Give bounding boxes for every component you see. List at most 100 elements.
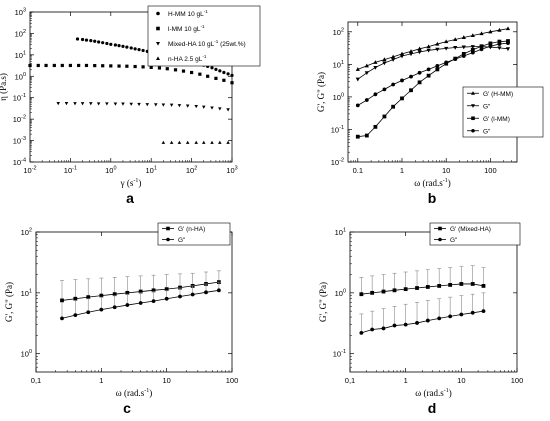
data-point xyxy=(497,42,502,46)
data-point xyxy=(470,33,475,38)
data-point xyxy=(52,63,56,68)
x-axis-label: ω (rad.s-1) xyxy=(116,388,152,398)
plot-frame xyxy=(349,231,518,373)
data-point xyxy=(370,290,375,295)
data-point xyxy=(435,63,440,68)
y-tick-label: 10-4 xyxy=(13,158,26,168)
legend-label: G' (n-HA) xyxy=(178,226,205,233)
data-point xyxy=(488,29,493,34)
data-point xyxy=(204,290,208,295)
data-point xyxy=(214,76,218,80)
y-tick-label: 10-1 xyxy=(13,93,26,103)
data-point xyxy=(373,65,378,70)
data-point xyxy=(481,284,486,288)
data-point xyxy=(391,104,396,109)
y-axis-label: G', G" (Pa) xyxy=(4,282,14,322)
data-point xyxy=(370,327,375,332)
data-point xyxy=(97,40,101,44)
data-point xyxy=(194,104,198,109)
panel-label: a xyxy=(126,190,134,206)
legend-marker xyxy=(156,42,160,46)
data-point xyxy=(461,35,466,39)
data-point xyxy=(364,71,369,76)
x-tick-label: 10 xyxy=(162,376,170,385)
legend-label: G' (H-MM) xyxy=(483,91,513,98)
data-point xyxy=(138,301,143,305)
legend-box xyxy=(462,86,544,138)
data-point xyxy=(181,69,186,73)
x-tick-label: 1 xyxy=(99,376,103,385)
data-point xyxy=(470,45,475,49)
data-point xyxy=(453,37,458,42)
y-tick-label: 10-2 xyxy=(331,158,344,168)
data-point xyxy=(392,323,397,328)
data-point xyxy=(177,140,182,144)
data-point xyxy=(164,296,169,301)
legend-marker xyxy=(166,226,170,231)
data-point xyxy=(470,282,475,286)
series-line xyxy=(357,46,509,80)
data-point xyxy=(112,305,117,310)
legend-label: G" xyxy=(178,237,186,244)
data-point xyxy=(400,78,404,83)
data-point xyxy=(151,288,156,293)
data-point xyxy=(185,140,190,144)
data-point xyxy=(125,64,129,68)
x-tick-label: 100 xyxy=(226,376,239,385)
data-point xyxy=(382,114,387,119)
y-axis-label: η (Pa.s) xyxy=(0,73,8,101)
data-point xyxy=(125,290,130,295)
data-point xyxy=(218,107,222,111)
x-tick-label: 0.1 xyxy=(353,166,363,175)
y-tick-label: 101 xyxy=(333,60,344,70)
panel-label: d xyxy=(428,400,437,416)
data-point xyxy=(391,54,396,59)
data-point xyxy=(444,39,449,44)
data-point xyxy=(64,101,69,106)
data-point xyxy=(84,63,89,68)
legend-marker xyxy=(471,104,475,108)
data-point xyxy=(141,65,145,69)
data-point xyxy=(373,124,378,129)
x-axis-label: ω (rad.s-1) xyxy=(414,178,450,188)
y-tick-label: 101 xyxy=(21,288,32,298)
data-point xyxy=(359,330,364,335)
data-point xyxy=(415,286,419,290)
panel-label: c xyxy=(123,400,131,416)
y-tick-label: 100 xyxy=(333,92,344,102)
data-point xyxy=(161,103,166,107)
x-tick-label: 10 xyxy=(457,376,465,385)
data-point xyxy=(364,133,369,138)
data-point xyxy=(89,102,93,106)
y-tick-label: 102 xyxy=(21,228,32,238)
data-point xyxy=(99,307,104,312)
x-tick-label: 10-1 xyxy=(64,166,77,176)
x-tick-label: 0,1 xyxy=(345,376,355,385)
data-point xyxy=(409,74,413,79)
data-point xyxy=(409,88,413,93)
data-point xyxy=(60,63,64,68)
data-point xyxy=(470,310,475,315)
data-point xyxy=(96,102,101,106)
data-point xyxy=(417,70,422,75)
y-tick-label: 100 xyxy=(335,288,346,298)
data-point xyxy=(355,103,360,108)
data-point xyxy=(391,82,396,87)
y-tick-label: 102 xyxy=(333,27,344,37)
data-point xyxy=(36,63,40,68)
data-point xyxy=(121,102,125,106)
x-tick-label: 1 xyxy=(400,166,404,175)
data-point xyxy=(373,92,378,97)
data-point xyxy=(222,70,226,75)
series-1 xyxy=(59,270,221,303)
data-point xyxy=(149,65,153,69)
data-point xyxy=(169,103,174,107)
data-point xyxy=(355,67,360,71)
data-point xyxy=(141,48,145,53)
y-tick-label: 102 xyxy=(15,29,26,39)
legend-label: l-MM 10 gL-1 xyxy=(168,24,205,33)
data-point xyxy=(190,70,194,75)
data-point xyxy=(125,45,129,49)
data-point xyxy=(151,299,156,304)
x-tick-label: 103 xyxy=(226,166,237,176)
